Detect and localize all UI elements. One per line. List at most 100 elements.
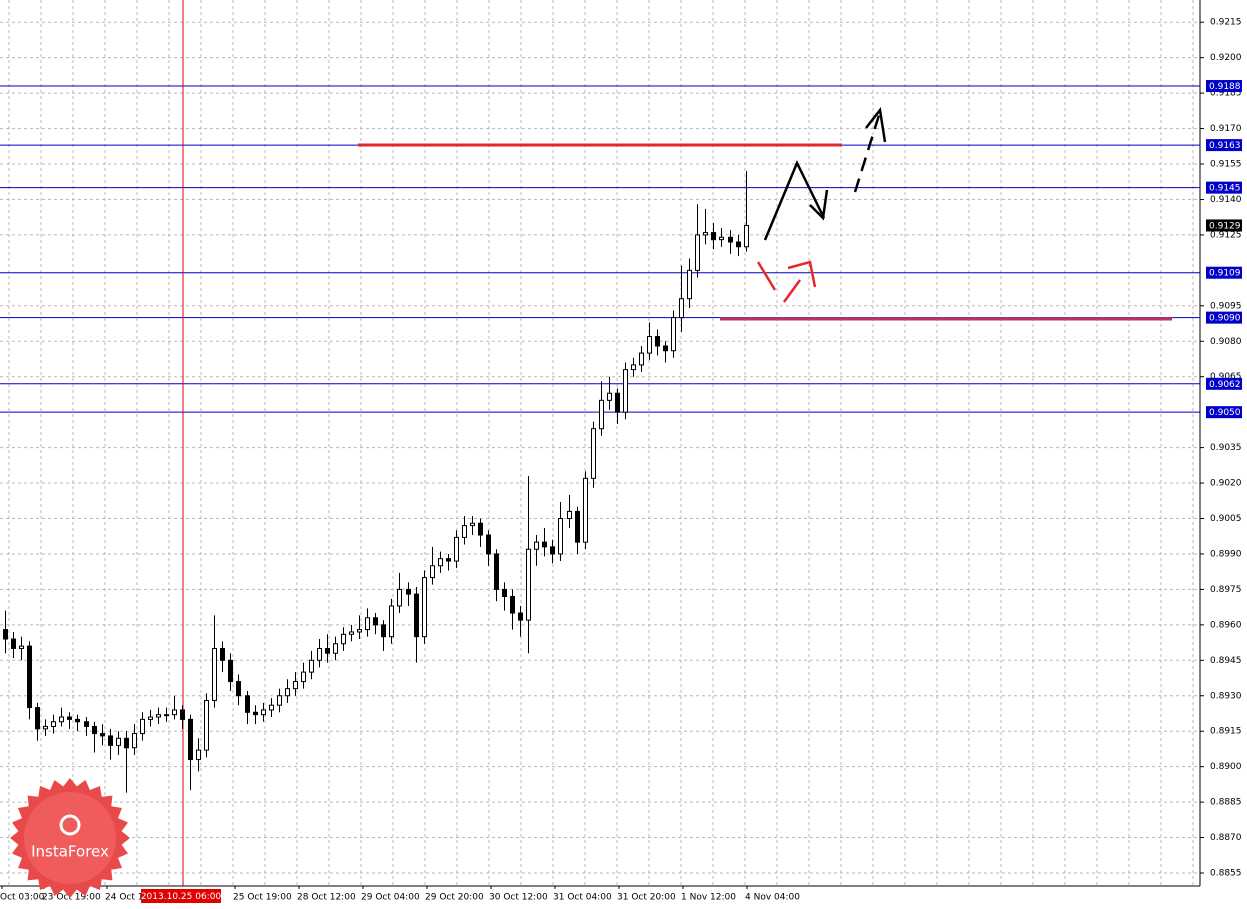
candle-body: [27, 645, 32, 709]
candle-body: [446, 558, 451, 562]
candle-body: [406, 588, 411, 595]
level-box: [1206, 266, 1242, 279]
candle-body: [615, 392, 620, 413]
candle-body: [550, 546, 555, 555]
candle-body: [542, 541, 547, 548]
candle-body: [325, 647, 330, 654]
candle-body: [486, 534, 491, 555]
grid: [0, 0, 1200, 886]
candle-body: [188, 718, 193, 761]
candle-body: [631, 364, 636, 371]
candle-body: [277, 695, 282, 706]
candle-body: [365, 617, 370, 631]
x-tick-label: 25 Oct 19:00: [233, 893, 292, 903]
y-tick-label: 0.8915: [1210, 727, 1242, 737]
candle-body: [11, 638, 16, 649]
level-box: [1206, 406, 1242, 419]
candle-body: [108, 735, 113, 746]
candle-body: [502, 588, 507, 597]
candle-body: [317, 647, 322, 661]
level-box: [1206, 139, 1242, 152]
candle-body: [510, 595, 515, 614]
alt-forecast: [782, 279, 802, 303]
x-tick-label: 24 Oct 1: [105, 893, 143, 903]
candle-body: [293, 681, 298, 690]
candle-body: [309, 659, 314, 673]
y-tick-label: 0.8855: [1210, 869, 1242, 879]
y-tick-label: 0.9155: [1210, 160, 1242, 170]
y-tick-label: 0.9170: [1210, 124, 1242, 134]
logo-text: InstaForex: [31, 843, 109, 861]
candle-body: [478, 522, 483, 536]
candle-body: [92, 725, 97, 735]
candle-body: [422, 577, 427, 638]
level-label: 0.9062: [1209, 380, 1241, 390]
candle-body: [333, 643, 338, 654]
candle-body: [607, 392, 612, 401]
candle-body: [140, 718, 145, 735]
candle-body: [212, 647, 217, 701]
candle-body: [687, 269, 692, 300]
logo-icon: [59, 814, 81, 836]
candle-body: [156, 714, 161, 718]
candle-body: [655, 336, 660, 347]
x-tick-label: 31 Oct 04:00: [553, 893, 612, 903]
level-label: 0.9109: [1209, 269, 1241, 279]
logo-inner: [24, 792, 116, 884]
y-tick-label: 0.8870: [1210, 833, 1242, 843]
candle-body: [124, 737, 129, 749]
y-tick-label: 0.8930: [1210, 691, 1242, 701]
level-label: 0.9090: [1209, 314, 1241, 324]
candle-body: [728, 236, 733, 243]
candle-body: [583, 477, 588, 543]
level-box: [1206, 80, 1242, 93]
logo: InstaForex: [10, 778, 130, 898]
candle-body: [148, 716, 153, 720]
candle-body: [558, 518, 563, 555]
candle-body: [301, 671, 306, 683]
candle-body: [671, 317, 676, 352]
x-tick-label: 1 Nov 12:00: [681, 893, 736, 903]
candle-body: [253, 711, 258, 716]
candle-body: [518, 612, 523, 621]
candle-body: [591, 428, 596, 479]
y-tick-label: 0.9020: [1210, 479, 1242, 489]
annotations: [358, 106, 1172, 321]
candle-body: [647, 336, 652, 354]
candle-body: [567, 510, 572, 520]
y-tick-label: 0.9035: [1210, 443, 1242, 453]
x-tick-label: 4 Nov 04:00: [745, 893, 800, 903]
candle-body: [116, 737, 121, 746]
candle-body: [389, 605, 394, 638]
y-tick-label: 0.8975: [1210, 585, 1242, 595]
y-tick-label: 0.9005: [1210, 514, 1242, 524]
x-tick-label: 29 Oct 04:00: [361, 893, 420, 903]
y-tick-label: 0.9140: [1210, 195, 1242, 205]
candle-body: [679, 298, 684, 319]
level-box: [1206, 377, 1242, 390]
y-tick-label: 0.9185: [1210, 89, 1242, 99]
candle-body: [220, 647, 225, 661]
y-tick-label: 0.9095: [1210, 301, 1242, 311]
x-tick-label: 30 Oct 12:00: [489, 893, 548, 903]
candle-body: [204, 699, 209, 751]
candle-body: [736, 241, 741, 248]
candle-body: [575, 510, 580, 543]
candle-body: [245, 695, 250, 713]
y-tick-label: 0.9080: [1210, 337, 1242, 347]
candle-body: [261, 709, 266, 716]
candle-body: [84, 721, 89, 727]
current-price-label: 0.9129: [1209, 221, 1241, 231]
candle-body: [59, 716, 64, 723]
y-tick-label: 0.8885: [1210, 798, 1242, 808]
candle-body: [228, 659, 233, 683]
candle-body: [43, 725, 48, 730]
y-axis-labels: 0.92150.92000.91850.91700.91550.91400.91…: [1200, 18, 1242, 879]
x-tick-label: Oct 03:00: [0, 893, 45, 903]
candle-body: [454, 536, 459, 562]
time-marker-label: 2013.10.25 06:00: [141, 892, 222, 902]
candle-body: [172, 709, 177, 716]
candle-body: [357, 629, 362, 633]
